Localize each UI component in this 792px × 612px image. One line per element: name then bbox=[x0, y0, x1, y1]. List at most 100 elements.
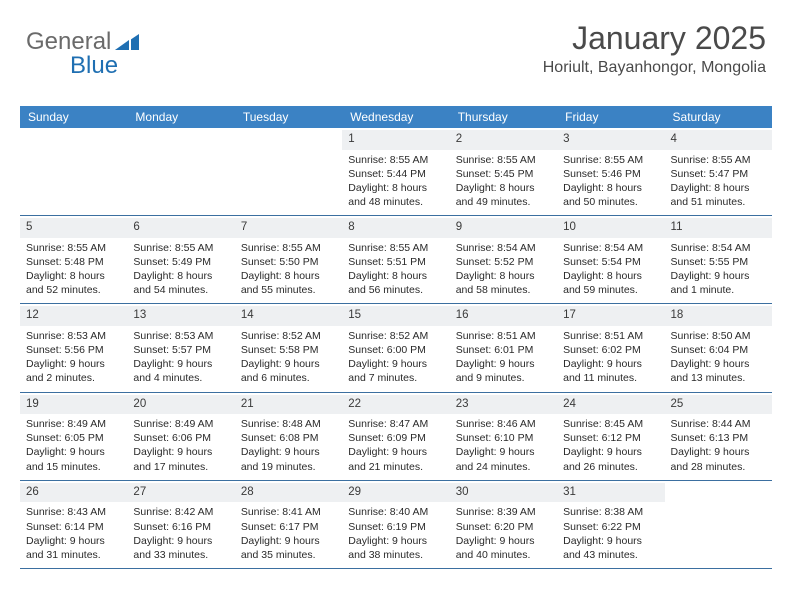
daylight-line: Daylight: 9 hours and 24 minutes. bbox=[456, 445, 551, 473]
calendar-cell: 30 Sunrise: 8:39 AMSunset: 6:20 PMDayligh… bbox=[450, 481, 557, 568]
calendar-cell: 29 Sunrise: 8:40 AMSunset: 6:19 PMDayligh… bbox=[342, 481, 449, 568]
sunset-line: Sunset: 5:45 PM bbox=[456, 167, 551, 181]
sunrise-line: Sunrise: 8:55 AM bbox=[133, 241, 228, 255]
calendar-cell: 19Sunrise: 8:49 AMSunset: 6:05 PMDayligh… bbox=[20, 393, 127, 480]
calendar-cell: 22Sunrise: 8:47 AMSunset: 6:09 PMDayligh… bbox=[342, 393, 449, 480]
sunrise-line: Sunrise: 8:55 AM bbox=[241, 241, 336, 255]
sunset-line: Sunset: 5:44 PM bbox=[348, 167, 443, 181]
sunrise-line: Sunrise: 8:55 AM bbox=[671, 153, 766, 167]
day-number: 29 bbox=[342, 483, 449, 503]
day-number: 1 bbox=[342, 130, 449, 150]
sunset-line: Sunset: 5:57 PM bbox=[133, 343, 228, 357]
calendar-cell: 27Sunrise: 8:42 AMSunset: 6:16 PMDayligh… bbox=[127, 481, 234, 568]
daylight-line: Daylight: 9 hours and 38 minutes. bbox=[348, 534, 443, 562]
logo-text-blue-wrap: Blue bbox=[70, 52, 118, 80]
sunrise-line: Sunrise: 8:39 AM bbox=[456, 505, 551, 519]
sunset-line: Sunset: 6:05 PM bbox=[26, 431, 121, 445]
day-number: 22 bbox=[342, 395, 449, 415]
sunrise-line: Sunrise: 8:55 AM bbox=[563, 153, 658, 167]
sunrise-line: Sunrise: 8:55 AM bbox=[456, 153, 551, 167]
sunset-line: Sunset: 5:54 PM bbox=[563, 255, 658, 269]
sunrise-line: Sunrise: 8:41 AM bbox=[241, 505, 336, 519]
calendar-cell bbox=[665, 481, 772, 568]
sunset-line: Sunset: 5:47 PM bbox=[671, 167, 766, 181]
calendar-cell: 16Sunrise: 8:51 AMSunset: 6:01 PMDayligh… bbox=[450, 304, 557, 391]
sunrise-line: Sunrise: 8:42 AM bbox=[133, 505, 228, 519]
calendar-header-cell: Wednesday bbox=[342, 106, 449, 128]
sunrise-line: Sunrise: 8:49 AM bbox=[133, 417, 228, 431]
day-number: 30 bbox=[450, 483, 557, 503]
day-number: 20 bbox=[127, 395, 234, 415]
calendar-week-row: 12Sunrise: 8:53 AMSunset: 5:56 PMDayligh… bbox=[20, 304, 772, 392]
calendar-cell: 28Sunrise: 8:41 AMSunset: 6:17 PMDayligh… bbox=[235, 481, 342, 568]
sunset-line: Sunset: 6:06 PM bbox=[133, 431, 228, 445]
sunrise-line: Sunrise: 8:40 AM bbox=[348, 505, 443, 519]
sunset-line: Sunset: 6:04 PM bbox=[671, 343, 766, 357]
day-number: 14 bbox=[235, 306, 342, 326]
sunset-line: Sunset: 6:12 PM bbox=[563, 431, 658, 445]
sunset-line: Sunset: 5:58 PM bbox=[241, 343, 336, 357]
daylight-line: Daylight: 8 hours and 55 minutes. bbox=[241, 269, 336, 297]
daylight-line: Daylight: 9 hours and 13 minutes. bbox=[671, 357, 766, 385]
page-title: January 2025 bbox=[543, 20, 766, 57]
day-number: 6 bbox=[127, 218, 234, 238]
daylight-line: Daylight: 8 hours and 54 minutes. bbox=[133, 269, 228, 297]
daylight-line: Daylight: 9 hours and 11 minutes. bbox=[563, 357, 658, 385]
day-number: 27 bbox=[127, 483, 234, 503]
sunset-line: Sunset: 5:46 PM bbox=[563, 167, 658, 181]
calendar-week-row: 1Sunrise: 8:55 AMSunset: 5:44 PMDaylight… bbox=[20, 128, 772, 216]
sunrise-line: Sunrise: 8:53 AM bbox=[26, 329, 121, 343]
sunset-line: Sunset: 5:51 PM bbox=[348, 255, 443, 269]
day-number: 7 bbox=[235, 218, 342, 238]
sunset-line: Sunset: 6:19 PM bbox=[348, 520, 443, 534]
page-subtitle: Horiult, Bayanhongor, Mongolia bbox=[543, 59, 766, 77]
daylight-line: Daylight: 8 hours and 58 minutes. bbox=[456, 269, 551, 297]
sunrise-line: Sunrise: 8:54 AM bbox=[671, 241, 766, 255]
daylight-line: Daylight: 9 hours and 9 minutes. bbox=[456, 357, 551, 385]
calendar-cell: 25Sunrise: 8:44 AMSunset: 6:13 PMDayligh… bbox=[665, 393, 772, 480]
calendar-header-cell: Friday bbox=[557, 106, 664, 128]
calendar-week-row: 5Sunrise: 8:55 AMSunset: 5:48 PMDaylight… bbox=[20, 216, 772, 304]
sunrise-line: Sunrise: 8:43 AM bbox=[26, 505, 121, 519]
calendar-cell bbox=[235, 128, 342, 215]
sunrise-line: Sunrise: 8:44 AM bbox=[671, 417, 766, 431]
sunrise-line: Sunrise: 8:55 AM bbox=[26, 241, 121, 255]
daylight-line: Daylight: 9 hours and 26 minutes. bbox=[563, 445, 658, 473]
day-number: 4 bbox=[665, 130, 772, 150]
sunset-line: Sunset: 6:02 PM bbox=[563, 343, 658, 357]
calendar-cell: 5Sunrise: 8:55 AMSunset: 5:48 PMDaylight… bbox=[20, 216, 127, 303]
calendar-cell: 14Sunrise: 8:52 AMSunset: 5:58 PMDayligh… bbox=[235, 304, 342, 391]
sunset-line: Sunset: 5:48 PM bbox=[26, 255, 121, 269]
day-number: 18 bbox=[665, 306, 772, 326]
daylight-line: Daylight: 9 hours and 31 minutes. bbox=[26, 534, 121, 562]
sunset-line: Sunset: 5:50 PM bbox=[241, 255, 336, 269]
calendar-cell: 6Sunrise: 8:55 AMSunset: 5:49 PMDaylight… bbox=[127, 216, 234, 303]
sunrise-line: Sunrise: 8:47 AM bbox=[348, 417, 443, 431]
calendar: SundayMondayTuesdayWednesdayThursdayFrid… bbox=[20, 106, 772, 569]
calendar-cell: 18 Sunrise: 8:50 AMSunset: 6:04 PMDayligh… bbox=[665, 304, 772, 391]
daylight-line: Daylight: 9 hours and 19 minutes. bbox=[241, 445, 336, 473]
calendar-week-row: 19Sunrise: 8:49 AMSunset: 6:05 PMDayligh… bbox=[20, 393, 772, 481]
sunrise-line: Sunrise: 8:50 AM bbox=[671, 329, 766, 343]
daylight-line: Daylight: 9 hours and 15 minutes. bbox=[26, 445, 121, 473]
sunrise-line: Sunrise: 8:51 AM bbox=[563, 329, 658, 343]
day-number: 16 bbox=[450, 306, 557, 326]
daylight-line: Daylight: 9 hours and 40 minutes. bbox=[456, 534, 551, 562]
daylight-line: Daylight: 9 hours and 1 minute. bbox=[671, 269, 766, 297]
daylight-line: Daylight: 9 hours and 33 minutes. bbox=[133, 534, 228, 562]
day-number: 26 bbox=[20, 483, 127, 503]
sunset-line: Sunset: 6:00 PM bbox=[348, 343, 443, 357]
sunset-line: Sunset: 6:20 PM bbox=[456, 520, 551, 534]
sunrise-line: Sunrise: 8:55 AM bbox=[348, 153, 443, 167]
sunrise-line: Sunrise: 8:55 AM bbox=[348, 241, 443, 255]
daylight-line: Daylight: 9 hours and 6 minutes. bbox=[241, 357, 336, 385]
day-number: 13 bbox=[127, 306, 234, 326]
calendar-cell: 17Sunrise: 8:51 AMSunset: 6:02 PMDayligh… bbox=[557, 304, 664, 391]
day-number: 12 bbox=[20, 306, 127, 326]
calendar-cell: 2Sunrise: 8:55 AMSunset: 5:45 PMDaylight… bbox=[450, 128, 557, 215]
calendar-header-cell: Monday bbox=[127, 106, 234, 128]
logo-triangle-icon bbox=[115, 32, 141, 52]
calendar-header-cell: Sunday bbox=[20, 106, 127, 128]
day-number: 11 bbox=[665, 218, 772, 238]
daylight-line: Daylight: 9 hours and 21 minutes. bbox=[348, 445, 443, 473]
